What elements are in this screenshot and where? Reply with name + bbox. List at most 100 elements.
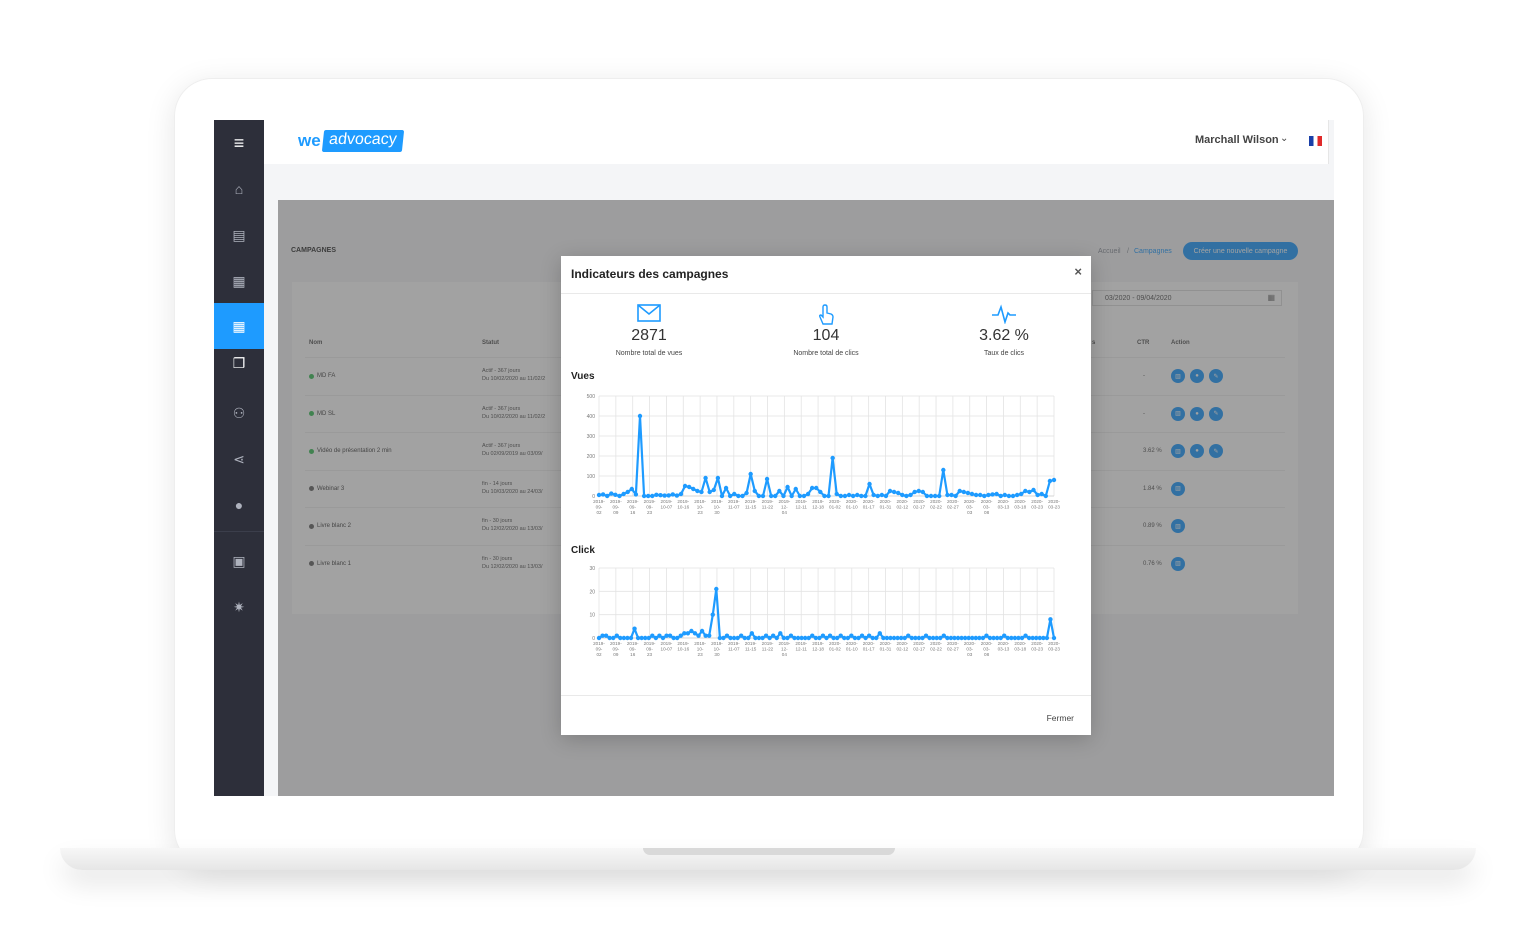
data-point <box>667 633 673 638</box>
gallery-icon[interactable]: ❐ <box>232 354 246 371</box>
data-point <box>966 635 971 641</box>
home-icon[interactable]: ⌂ <box>234 181 244 197</box>
y-tick-label: 0 <box>592 636 595 642</box>
y-tick-label: 20 <box>589 589 595 595</box>
x-tick-label: 01-10 <box>846 647 858 652</box>
x-tick-label: 02-27 <box>947 505 959 510</box>
data-point <box>952 635 957 641</box>
network-icon[interactable]: ⚇ <box>232 404 246 421</box>
x-tick-label: 2019- <box>661 499 673 504</box>
data-point <box>670 492 675 497</box>
data-point <box>1043 493 1049 499</box>
data-point <box>817 635 822 641</box>
data-point <box>814 485 819 491</box>
x-tick-label: 23 <box>647 510 653 515</box>
data-point <box>856 635 861 641</box>
data-point <box>928 493 934 499</box>
data-point <box>923 633 929 638</box>
data-point <box>1002 633 1007 638</box>
data-point <box>920 635 925 641</box>
y-tick-label: 400 <box>587 414 596 420</box>
data-point <box>1014 492 1020 498</box>
x-tick-label: 2019- <box>627 499 639 504</box>
data-point <box>895 635 900 641</box>
data-point <box>1026 635 1032 641</box>
data-point <box>789 493 794 499</box>
images-icon[interactable]: ▣ <box>232 552 246 569</box>
x-tick-label: 2019- <box>728 499 740 504</box>
stat-clicks: 104 Nombre total de clics <box>756 304 896 357</box>
data-point <box>961 489 967 495</box>
data-point <box>998 493 1003 499</box>
stat-clicks-label: Nombre total de clics <box>793 350 859 357</box>
data-point <box>866 633 872 638</box>
data-point <box>773 493 778 499</box>
data-point <box>625 489 630 495</box>
x-tick-label: 2019- <box>728 641 740 646</box>
x-tick-label: 12- <box>781 505 788 510</box>
settings-icon[interactable]: ✷ <box>233 598 245 615</box>
data-point <box>822 493 827 499</box>
campaign-indicators-modal: Indicateurs des campagnes × 2871 Nombre … <box>561 256 1091 735</box>
data-point <box>1023 488 1028 494</box>
data-point <box>945 492 950 498</box>
x-tick-label: 2020- <box>1048 641 1060 646</box>
x-tick-label: 02-17 <box>913 505 925 510</box>
x-tick-label: 01-17 <box>863 647 875 652</box>
x-tick-label: 2020- <box>1031 641 1043 646</box>
x-tick-label: 10-16 <box>677 505 689 510</box>
x-tick-label: 11-22 <box>762 647 774 652</box>
chart-views-title: Vues <box>571 371 595 382</box>
calendar-active-icon[interactable]: ▦ <box>214 303 264 349</box>
data-point <box>834 635 840 641</box>
data-point <box>927 635 932 641</box>
data-point <box>613 492 618 497</box>
x-tick-label: 2019- <box>745 641 757 646</box>
user-name[interactable]: Marchall Wilson <box>1195 134 1279 146</box>
data-point <box>874 635 879 641</box>
flag-fr-icon[interactable] <box>1309 136 1322 146</box>
data-point <box>793 486 798 492</box>
y-tick-label: 30 <box>589 566 595 572</box>
data-point <box>654 492 659 497</box>
chevron-down-icon[interactable]: ⌄ <box>1280 133 1289 144</box>
x-tick-label: 2020- <box>947 499 959 504</box>
data-point <box>855 492 860 498</box>
x-tick-label: 10- <box>697 505 704 510</box>
x-tick-label: 03-23 <box>1048 505 1060 510</box>
data-point <box>696 633 701 638</box>
data-point <box>699 489 704 495</box>
data-point <box>611 635 616 641</box>
close-icon[interactable]: × <box>1074 264 1082 279</box>
x-tick-label: 11-15 <box>745 505 757 510</box>
logo[interactable]: we advocacy <box>298 130 404 152</box>
data-point <box>633 492 639 497</box>
data-point <box>674 493 680 498</box>
calendar-icon[interactable]: ▦ <box>232 272 246 289</box>
data-point <box>724 633 730 638</box>
data-point <box>859 493 864 499</box>
x-tick-label: 09- <box>646 505 653 510</box>
data-point <box>675 635 680 641</box>
data-point <box>1009 635 1014 641</box>
share-icon[interactable]: ⋖ <box>233 450 245 467</box>
data-point <box>618 635 623 641</box>
data-point <box>788 633 794 638</box>
x-tick-label: 16 <box>630 652 636 657</box>
data-point <box>824 635 829 641</box>
menu-icon[interactable]: ≡ <box>233 132 245 153</box>
data-point <box>990 492 995 497</box>
close-button[interactable]: Fermer <box>1046 713 1074 723</box>
x-tick-label: 2020- <box>964 499 976 504</box>
x-tick-label: 02-12 <box>896 505 908 510</box>
contact-card-icon[interactable]: ▤ <box>232 226 246 243</box>
x-tick-label: 11-15 <box>745 647 757 652</box>
x-tick-label: 2020- <box>930 499 942 504</box>
x-tick-label: 04 <box>782 652 788 657</box>
stat-views-value: 2871 <box>631 327 667 344</box>
y-tick-label: 500 <box>587 394 596 400</box>
data-point <box>607 635 612 641</box>
data-point <box>1005 635 1010 641</box>
user-icon[interactable]: ● <box>234 497 244 513</box>
x-tick-label: 2019- <box>812 499 824 504</box>
